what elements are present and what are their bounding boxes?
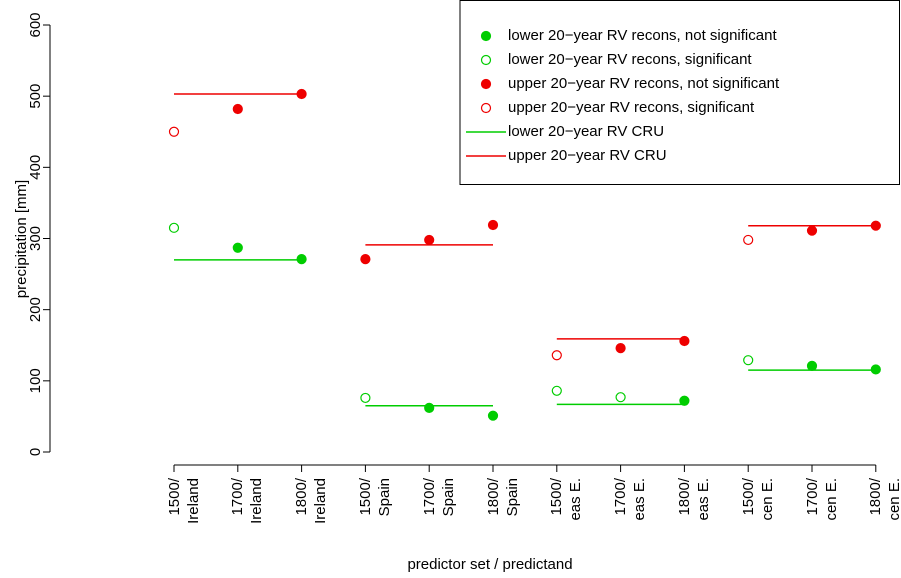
point: [743, 234, 754, 246]
point: [615, 392, 626, 403]
x-tick-label: 1800/ Spain: [484, 478, 521, 517]
y-tick-label: 600: [27, 12, 44, 37]
x-tick-label: 1800/ Ireland: [293, 478, 330, 524]
point: [168, 126, 180, 137]
point: [679, 335, 690, 347]
x-tick-label: 1700/ Spain: [420, 478, 457, 517]
point: [743, 355, 754, 366]
x-tick-label: 1500/ eas E.: [548, 478, 585, 521]
y-tick-label: 100: [27, 368, 44, 393]
legend-symbol: [480, 54, 492, 66]
point: [168, 222, 180, 233]
point: [551, 385, 562, 396]
y-tick-label: 0: [27, 448, 44, 456]
x-tick-label: 1500/ Spain: [356, 478, 393, 517]
legend-label: upper 20−year RV CRU: [508, 147, 667, 164]
point: [424, 402, 435, 413]
point: [232, 242, 243, 253]
x-tick-label: 1700/ eas E.: [612, 478, 649, 521]
x-tick-label: 1800/ eas E.: [675, 478, 712, 521]
legend-label: lower 20−year RV recons, not significant: [508, 27, 777, 44]
y-tick-label: 500: [27, 84, 44, 109]
point: [615, 342, 626, 354]
x-tick-label: 1500/ cen E.: [739, 478, 776, 521]
point: [424, 234, 435, 246]
legend-label: upper 20−year RV recons, significant: [508, 99, 755, 116]
x-tick-label: 1500/ Ireland: [165, 478, 202, 524]
x-tick-label: 1800/ cen E.: [867, 478, 901, 521]
x-tick-label: 1700/ Ireland: [229, 478, 266, 524]
legend-symbol: [480, 30, 492, 42]
y-tick-label: 400: [27, 155, 44, 180]
point: [551, 350, 562, 361]
legend-label: lower 20−year RV CRU: [508, 123, 664, 140]
legend-box: [459, 0, 900, 185]
legend-symbol: [480, 102, 492, 114]
y-tick-label: 300: [27, 226, 44, 251]
point: [487, 410, 499, 421]
legend-label: upper 20−year RV recons, not significant: [508, 75, 780, 92]
point: [487, 219, 499, 231]
point: [806, 360, 818, 371]
x-tick-label: 1700/ cen E.: [803, 478, 840, 521]
point: [679, 395, 690, 406]
x-axis-label: predictor set / predictand: [407, 556, 572, 573]
point: [360, 254, 371, 265]
y-axis-label: precipitation [mm]: [13, 180, 30, 298]
legend-label: lower 20−year RV recons, significant: [508, 51, 752, 68]
point: [806, 225, 818, 236]
point: [232, 103, 243, 115]
y-tick-label: 200: [27, 297, 44, 322]
legend-symbol: [480, 78, 492, 90]
point: [360, 392, 371, 404]
